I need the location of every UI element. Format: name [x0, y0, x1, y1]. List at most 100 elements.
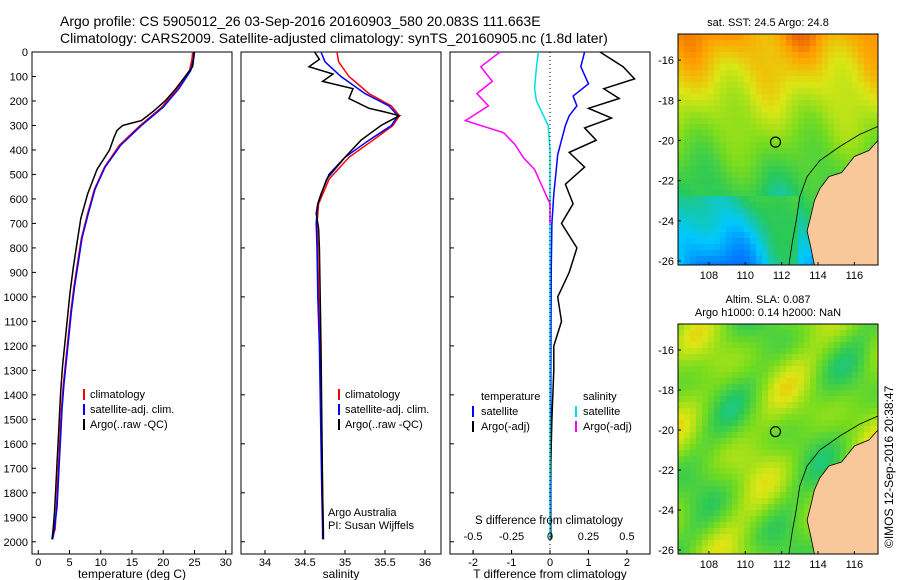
- sla-map-heatmap-cell: [684, 438, 690, 444]
- sst-map-heatmap-cell: [756, 106, 762, 112]
- sst-map-heatmap-cell: [840, 46, 846, 52]
- sst-map-heatmap-cell: [756, 226, 762, 232]
- sla-map-heatmap-cell: [780, 546, 786, 552]
- sst-map-heatmap-cell: [708, 118, 714, 124]
- sst-map-heatmap-cell: [762, 70, 768, 76]
- sla-map-heatmap-cell: [792, 504, 798, 510]
- sst-map-heatmap-cell: [726, 154, 732, 160]
- sla-map-heatmap-cell: [774, 378, 780, 384]
- sst-map-heatmap-cell: [762, 82, 768, 88]
- sla-map-heatmap-cell: [690, 480, 696, 486]
- sla-map-heatmap-cell: [816, 426, 822, 432]
- sla-map-heatmap-cell: [852, 426, 858, 432]
- sst-map-heatmap-cell: [810, 112, 816, 118]
- sla-map-heatmap-cell: [744, 498, 750, 504]
- sla-map-heatmap-cell: [846, 354, 852, 360]
- sst-map-heatmap-cell: [678, 58, 684, 64]
- sst-map-heatmap-cell: [702, 124, 708, 130]
- sst-map-heatmap-cell: [678, 106, 684, 112]
- sst-map-heatmap-cell: [846, 82, 852, 88]
- sst-map-heatmap-cell: [690, 82, 696, 88]
- sst-map-heatmap-cell: [690, 166, 696, 172]
- sla-map-heatmap-cell: [810, 348, 816, 354]
- sla-map-heatmap-cell: [762, 432, 768, 438]
- temperature-x-tick-label: 10: [95, 557, 107, 569]
- sla-map-heatmap-cell: [786, 510, 792, 516]
- sst-map-heatmap-cell: [714, 184, 720, 190]
- sla-map-heatmap-cell: [798, 390, 804, 396]
- difference-s-tick-label: -0.25: [499, 531, 524, 543]
- sst-map-heatmap-cell: [762, 154, 768, 160]
- sst-map-heatmap-cell: [852, 82, 858, 88]
- sst-map-heatmap-cell: [864, 88, 870, 94]
- temperature-legend-label: satellite-adj. clim.: [90, 404, 174, 416]
- sla-map-heatmap-cell: [684, 420, 690, 426]
- sla-map-heatmap-cell: [732, 552, 738, 554]
- sst-map-heatmap-cell: [810, 106, 816, 112]
- sst-map-heatmap-cell: [756, 238, 762, 244]
- sla-map-heatmap-cell: [684, 384, 690, 390]
- salinity-plot-frame: [240, 51, 442, 555]
- sla-map-heatmap-cell: [846, 402, 852, 408]
- sst-map-heatmap-cell: [696, 124, 702, 130]
- sst-map-heatmap-cell: [744, 244, 750, 250]
- sst-map-heatmap-cell: [786, 172, 792, 178]
- sla-map-heatmap-cell: [870, 348, 876, 354]
- sla-map-heatmap-cell: [840, 336, 846, 342]
- sst-map-heatmap-cell: [750, 106, 756, 112]
- sla-map-heatmap-cell: [810, 384, 816, 390]
- sla-map-heatmap-cell: [774, 366, 780, 372]
- sla-map-heatmap-cell: [780, 360, 786, 366]
- sst-map-heatmap-cell: [786, 250, 792, 256]
- sla-map-heatmap-cell: [684, 540, 690, 546]
- sst-map-heatmap-cell: [756, 220, 762, 226]
- sst-map-heatmap-cell: [708, 40, 714, 46]
- sla-map-heatmap-cell: [816, 336, 822, 342]
- sst-map-heatmap-cell: [756, 160, 762, 166]
- sst-map-heatmap-cell: [846, 118, 852, 124]
- sst-map-heatmap-cell: [804, 40, 810, 46]
- sla-map-heatmap-cell: [690, 330, 696, 336]
- sla-map-heatmap-cell: [732, 540, 738, 546]
- sst-map-heatmap-cell: [786, 232, 792, 238]
- sla-map-heatmap-cell: [744, 330, 750, 336]
- sst-map-heatmap-cell: [798, 46, 804, 52]
- sla-map-heatmap-cell: [822, 336, 828, 342]
- sla-map-heatmap-cell: [816, 414, 822, 420]
- sst-map-heatmap-cell: [858, 76, 864, 82]
- sst-map-heatmap-cell: [858, 124, 864, 130]
- sla-map-heatmap-cell: [792, 450, 798, 456]
- sst-map-heatmap-cell: [840, 100, 846, 106]
- sla-map-heatmap-cell: [750, 552, 756, 554]
- sla-map-heatmap-cell: [870, 324, 876, 330]
- sst-map-heatmap-cell: [786, 124, 792, 130]
- sst-map-heatmap-cell: [774, 202, 780, 208]
- sla-map-heatmap-cell: [708, 420, 714, 426]
- sla-map-heatmap-cell: [816, 330, 822, 336]
- sla-map-heatmap-cell: [720, 378, 726, 384]
- sla-map-heatmap-cell: [684, 468, 690, 474]
- sst-map-heatmap-cell: [822, 94, 828, 100]
- sst-map-heatmap-cell: [708, 244, 714, 250]
- sst-map-heatmap-cell: [738, 94, 744, 100]
- sla-map-heatmap-cell: [696, 366, 702, 372]
- sla-map-heatmap-cell: [750, 402, 756, 408]
- sst-map-heatmap-cell: [744, 136, 750, 142]
- sla-map-heatmap-cell: [684, 366, 690, 372]
- sla-map-heatmap-cell: [756, 384, 762, 390]
- sst-map-heatmap-cell: [780, 196, 786, 202]
- sla-map-heatmap-cell: [756, 336, 762, 342]
- sst-map-heatmap-cell: [756, 88, 762, 94]
- sst-map-heatmap-cell: [762, 46, 768, 52]
- sla-map-heatmap-cell: [696, 432, 702, 438]
- sst-map-heatmap-cell: [804, 232, 810, 238]
- sst-map-heatmap-cell: [678, 250, 684, 256]
- sst-map-heatmap-cell: [690, 100, 696, 106]
- sla-map-heatmap-cell: [792, 468, 798, 474]
- sla-map-heatmap-cell: [828, 366, 834, 372]
- sla-map-heatmap-cell: [678, 324, 684, 330]
- sla-map-heatmap-cell: [690, 360, 696, 366]
- sst-map-heatmap-cell: [768, 226, 774, 232]
- sla-map-heatmap-cell: [768, 480, 774, 486]
- sst-map-heatmap-cell: [726, 124, 732, 130]
